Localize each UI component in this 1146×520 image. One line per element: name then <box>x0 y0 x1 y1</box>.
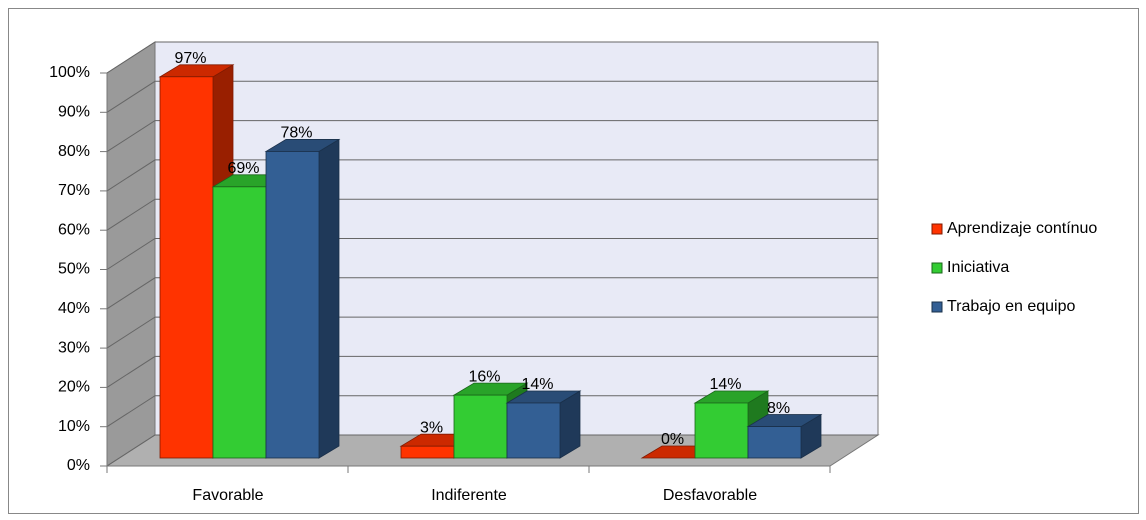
bar-front <box>159 76 214 459</box>
grid-line <box>106 238 878 270</box>
grid-line <box>106 316 878 349</box>
bar-side <box>318 138 340 459</box>
bar-front <box>506 402 561 459</box>
y-tick-label: 60% <box>58 221 90 238</box>
data-label: 14% <box>709 376 741 393</box>
legend-label: Aprendizaje contínuo <box>947 220 1097 237</box>
x-tick-label: Desfavorable <box>663 487 757 504</box>
data-label: 78% <box>280 125 312 142</box>
data-label: 0% <box>661 431 684 448</box>
grid-line <box>106 434 878 467</box>
data-label: 97% <box>174 50 206 67</box>
bar <box>158 64 235 459</box>
bar-front <box>694 402 749 459</box>
y-tick-label: 20% <box>58 379 90 396</box>
y-tick-label: 10% <box>58 418 90 435</box>
legend-swatch <box>931 301 943 313</box>
y-tick-label: 0% <box>67 457 90 474</box>
data-label: 14% <box>521 376 553 393</box>
legend-label: Iniciativa <box>947 259 1009 276</box>
data-label: 16% <box>468 368 500 385</box>
grid-line <box>106 277 878 310</box>
bar-front <box>265 151 320 459</box>
grid-line <box>106 355 878 388</box>
grid-line <box>106 159 878 192</box>
grid-line <box>106 120 878 153</box>
legend-swatch <box>931 262 943 274</box>
y-tick-label: 70% <box>58 182 90 199</box>
data-label: 8% <box>767 400 790 417</box>
data-label: 69% <box>227 160 259 177</box>
legend-swatch <box>931 223 943 235</box>
y-tick-label: 50% <box>58 261 90 278</box>
bar <box>264 138 341 459</box>
grid-line <box>106 198 878 231</box>
legend-label: Trabajo en equipo <box>947 298 1075 315</box>
grid-line <box>106 80 878 113</box>
grid-line <box>106 41 878 74</box>
bar-front <box>747 426 802 459</box>
bar-front <box>453 394 508 459</box>
data-label: 3% <box>420 419 443 436</box>
x-tick-label: Indiferente <box>431 487 507 504</box>
y-tick-label: 30% <box>58 339 90 356</box>
bar <box>505 390 582 459</box>
grid-line <box>106 395 878 428</box>
y-tick-label: 40% <box>58 300 90 317</box>
bar <box>746 413 823 459</box>
bar-front <box>400 445 455 459</box>
y-tick-label: 100% <box>49 64 90 81</box>
bar-front <box>212 186 267 459</box>
y-tick-label: 80% <box>58 143 90 160</box>
x-tick-label: Favorable <box>192 487 263 504</box>
y-tick-label: 90% <box>58 104 90 121</box>
